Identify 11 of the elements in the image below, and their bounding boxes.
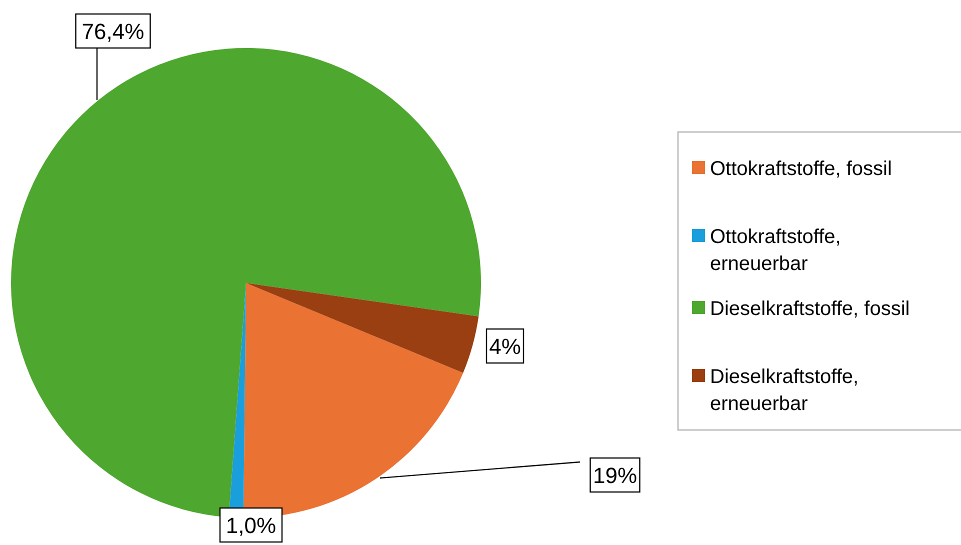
legend-label: Dieselkraftstoffe, fossil <box>710 298 910 320</box>
data-label: 1,0% <box>226 513 276 538</box>
data-label: 76,4% <box>82 19 144 44</box>
legend-label: Ottokraftstoffe, fossil <box>710 158 892 180</box>
data-label: 19% <box>592 463 638 488</box>
legend-label: Ottokraftstoffe, erneuerbar <box>710 226 841 275</box>
pie-slice <box>246 283 479 373</box>
pie-slice <box>243 283 464 518</box>
data-label: 4% <box>489 334 521 359</box>
pie-slice <box>11 48 481 518</box>
legend-label: Dieselkraftstoffe, erneuerbar <box>710 366 859 415</box>
